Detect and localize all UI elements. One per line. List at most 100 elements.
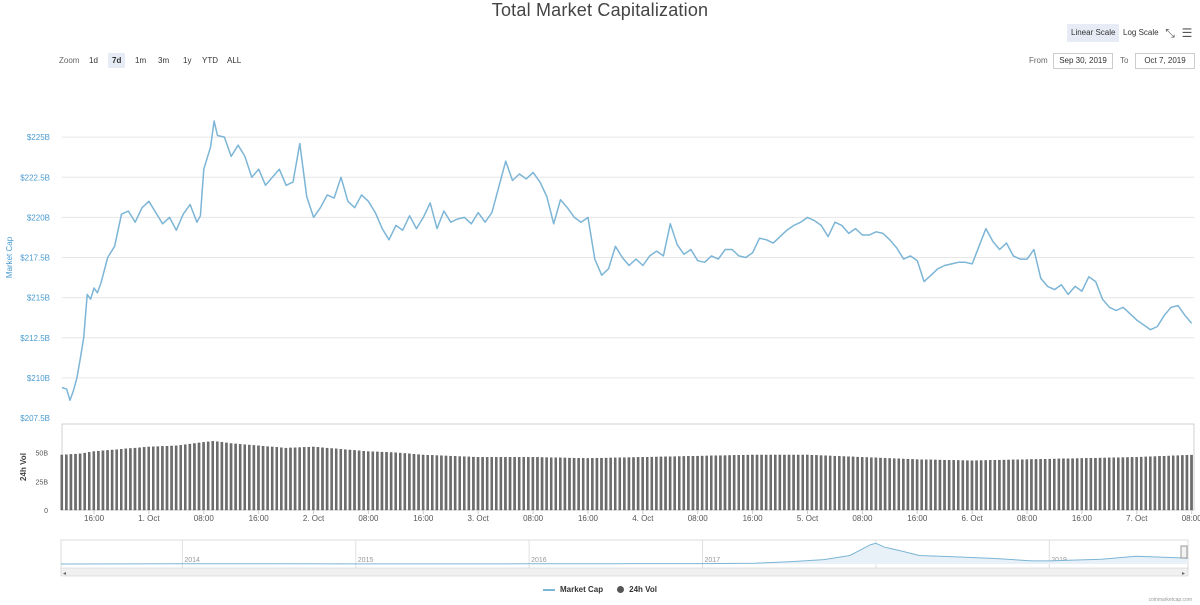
volume-bar xyxy=(293,447,297,511)
volume-bar xyxy=(1085,458,1088,511)
log-scale-button[interactable]: Log Scale xyxy=(1123,28,1159,37)
scroll-right-icon: ▸ xyxy=(1182,571,1185,577)
volume-bar xyxy=(1062,458,1065,511)
legend-market-cap-label: Market Cap xyxy=(560,585,604,594)
zoom-1m-button[interactable]: 1m xyxy=(135,56,147,65)
volume-bar xyxy=(957,460,960,511)
zoom-ytd-button[interactable]: YTD xyxy=(202,56,218,65)
volume-bar xyxy=(787,454,791,511)
volume-bar xyxy=(1162,456,1166,511)
volume-bar xyxy=(389,452,393,511)
volume-bar xyxy=(943,459,946,511)
volume-bar xyxy=(115,449,118,511)
expand-icon[interactable]: ⤡ xyxy=(1165,25,1175,40)
volume-bar xyxy=(458,456,461,511)
volume-bar xyxy=(248,444,251,511)
volume-bar xyxy=(229,443,233,511)
volume-bar xyxy=(838,456,841,511)
zoom-1y-button[interactable]: 1y xyxy=(183,56,192,65)
volume-bar xyxy=(74,453,77,511)
volume-bar xyxy=(577,458,580,511)
volume-bar xyxy=(188,443,192,511)
volume-bar xyxy=(819,455,823,511)
volume-bar xyxy=(1034,459,1038,511)
volume-bar xyxy=(650,456,654,511)
volume-bar xyxy=(920,459,923,511)
volume-bar xyxy=(1130,457,1134,511)
y-tick-label: $222.5B xyxy=(20,173,50,182)
volume-bar xyxy=(952,460,955,511)
volume-bar xyxy=(1066,458,1070,511)
volume-bar xyxy=(1117,457,1120,511)
volume-bar xyxy=(161,446,164,511)
hamburger-menu-icon[interactable]: ☰ xyxy=(1181,26,1193,40)
volume-bar xyxy=(641,457,644,511)
zoom-1d-button[interactable]: 1d xyxy=(89,56,98,65)
volume-bar xyxy=(357,450,361,511)
zoom-all-button[interactable]: ALL xyxy=(227,56,242,65)
volume-bar xyxy=(549,457,553,511)
volume-bar xyxy=(179,445,182,511)
to-date-input[interactable]: Oct 7, 2019 xyxy=(1135,53,1195,69)
volume-bar xyxy=(325,447,329,511)
volume-bar xyxy=(1176,455,1180,511)
volume-bar xyxy=(467,456,471,511)
volume-bar xyxy=(700,455,704,511)
volume-bar xyxy=(970,460,974,511)
volume-bar xyxy=(481,457,484,511)
x-tick-label: 08:00 xyxy=(194,514,215,523)
volume-bar xyxy=(691,456,695,511)
volume-bar xyxy=(394,452,397,511)
volume-bar xyxy=(687,456,690,511)
volume-bar xyxy=(517,457,521,511)
volume-bar xyxy=(645,457,649,511)
volume-bar xyxy=(828,455,832,511)
volume-bar xyxy=(330,448,333,511)
volume-bar xyxy=(742,455,745,511)
volume-bar xyxy=(947,460,951,511)
volume-bar xyxy=(399,452,402,511)
navigator-year-label: 2016 xyxy=(531,557,547,564)
volume-bar xyxy=(174,445,178,511)
x-tick-label: 7. Oct xyxy=(1126,514,1148,523)
zoom-7d-button[interactable]: 7d xyxy=(108,53,126,68)
volume-bar xyxy=(412,454,416,511)
volume-bar xyxy=(371,451,375,511)
volume-bar xyxy=(746,454,750,511)
volume-bar xyxy=(618,457,622,511)
volume-bar xyxy=(298,447,301,511)
x-tick-label: 16:00 xyxy=(907,514,928,523)
volume-bar xyxy=(924,459,928,511)
volume-bar xyxy=(613,457,617,511)
volume-tick-label: 0 xyxy=(44,508,48,515)
volume-bar xyxy=(353,450,356,511)
volume-bar xyxy=(334,448,338,511)
volume-bar xyxy=(238,444,242,511)
legend-market-cap[interactable]: Market Cap xyxy=(543,585,603,594)
volume-bar xyxy=(796,454,800,511)
volume-bar xyxy=(609,457,612,511)
volume-bar xyxy=(851,456,855,511)
legend-volume-label: 24h Vol xyxy=(629,585,657,594)
volume-bar xyxy=(431,455,434,511)
volume-bar xyxy=(563,457,567,511)
volume-bar xyxy=(714,455,718,511)
volume-bar xyxy=(156,446,160,511)
volume-bar xyxy=(202,442,205,511)
volume-bar xyxy=(1030,459,1033,511)
volume-bar xyxy=(1126,457,1129,511)
volume-bar xyxy=(659,456,663,511)
volume-bar xyxy=(101,450,105,511)
x-tick-label: 16:00 xyxy=(413,514,434,523)
volume-bar xyxy=(1153,456,1157,511)
volume-bar xyxy=(824,455,827,511)
volume-bar xyxy=(499,457,503,511)
zoom-3m-button[interactable]: 3m xyxy=(158,56,170,65)
from-date-input[interactable]: Sep 30, 2019 xyxy=(1053,53,1113,69)
linear-scale-button[interactable]: Linear Scale xyxy=(1067,24,1120,42)
volume-bar xyxy=(979,460,983,511)
volume-bar xyxy=(719,455,722,511)
legend-volume[interactable]: 24h Vol xyxy=(617,585,657,594)
volume-bar xyxy=(1171,455,1175,511)
